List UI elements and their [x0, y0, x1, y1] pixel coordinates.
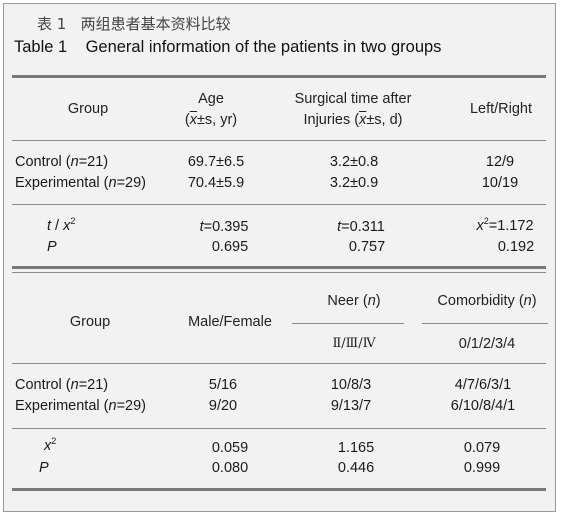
t2-p-label: P: [39, 460, 49, 476]
t1-stat-surg: t=0.311: [337, 220, 385, 235]
row-count: =21): [78, 154, 109, 170]
t1-header-surg-line2: Injuries (x±s, d): [303, 113, 402, 128]
superscript: 2: [70, 216, 76, 226]
t2-stat-neer: 1.165: [337, 440, 375, 456]
chi-symbol: x: [44, 437, 52, 454]
table-card: 表 1 两组患者基本资料比较 Table 1 General informati…: [3, 3, 556, 512]
t2-header-neer: Neer (n): [327, 294, 380, 309]
t1-stat-label-t-chi: t / x2: [47, 216, 76, 234]
t2-header-neer-sub: Ⅱ/Ⅲ/Ⅳ: [332, 336, 376, 351]
t1-row-control-lr: 12/9: [485, 154, 515, 170]
t1-header-group: Group: [67, 101, 109, 117]
t2-header-group: Group: [69, 314, 111, 330]
row-name: Control (: [15, 154, 71, 170]
chi-symbol: x: [63, 217, 71, 234]
row-name: Experimental (: [15, 398, 109, 414]
comorbidity-subrule: [422, 323, 548, 324]
n-symbol: n: [108, 398, 117, 414]
t1-p-age: 0.695: [211, 239, 249, 255]
slash: /: [51, 217, 64, 234]
stat-value: =1.172: [488, 217, 534, 234]
stat-value: =0.395: [203, 219, 249, 235]
title-en-text: General information of the patients in t…: [85, 38, 442, 56]
neer-label: Neer (: [327, 293, 368, 309]
t1-stat-lr: x2=1.172: [476, 216, 534, 234]
t2-stats-rule: [12, 428, 546, 429]
xbar-symbol: x: [359, 112, 367, 128]
stat-value: =0.311: [341, 219, 385, 235]
t2-row-experimental-label: Experimental (n=29): [15, 399, 146, 414]
top-rule: [12, 75, 546, 78]
t2-header-comorbidity: Comorbidity (n): [437, 294, 536, 309]
comorb-label: Comorbidity (: [437, 293, 524, 309]
t1-row-control-surg: 3.2±0.8: [329, 154, 379, 170]
table-title-en: Table 1 General information of the patie…: [14, 39, 441, 56]
row-count: =29): [116, 398, 146, 414]
t1-row-experimental-lr: 10/19: [481, 175, 519, 191]
t1-header-surg-line1: Surgical time after: [294, 91, 412, 107]
t1-header-age-line2: (x±s, yr): [184, 112, 238, 128]
t1-header-left-right: Left/Right: [469, 101, 533, 117]
t1-row-control-age: 69.7±6.5: [187, 154, 245, 170]
paren-close: ): [531, 293, 537, 309]
t2-row-control-label: Control (n=21): [15, 378, 108, 393]
t1-header-surg-rest: ±s, d): [366, 112, 403, 128]
row-name: Control (: [15, 377, 71, 393]
t1-row-control-label: Control (n=21): [15, 155, 108, 170]
t2-row-control-sex: 5/16: [208, 377, 238, 393]
middle-rule-top: [12, 266, 546, 269]
t1-row-experimental-surg: 3.2±0.9: [329, 175, 379, 191]
neer-subrule: [292, 323, 404, 324]
n-symbol: n: [523, 293, 532, 309]
row-count: =29): [116, 175, 146, 191]
t2-header-comorbidity-sub: 0/1/2/3/4: [458, 336, 516, 352]
title-en-label: Table 1: [14, 38, 68, 56]
t1-stats-rule: [12, 204, 546, 205]
t1-header-rule: [12, 140, 546, 141]
t1-row-experimental-label: Experimental (n=29): [15, 176, 146, 191]
title-zh-label: 表 1: [37, 15, 67, 33]
t2-row-experimental-sex: 9/20: [208, 398, 238, 414]
t2-stat-sex: 0.059: [211, 440, 249, 456]
t2-header-rule: [12, 363, 546, 364]
row-name: Experimental (: [15, 175, 109, 191]
t-symbol: t: [47, 217, 52, 234]
n-symbol: n: [108, 175, 117, 191]
t2-p-sex: 0.080: [211, 460, 249, 476]
chi-symbol: x: [476, 217, 484, 234]
t-symbol: t: [337, 219, 342, 235]
t1-header-surg-line2a: Injuries (: [303, 112, 360, 128]
t1-header-age-line1: Age: [198, 91, 224, 107]
t2-row-control-neer: 10/8/3: [330, 377, 372, 393]
middle-rule-bottom: [12, 272, 546, 273]
t2-p-comorbidity: 0.999: [463, 460, 501, 476]
t1-p-lr: 0.192: [497, 239, 535, 255]
t2-p-neer: 0.446: [337, 460, 375, 476]
t-symbol: t: [199, 219, 204, 235]
t2-stat-comorbidity: 0.079: [463, 440, 501, 456]
paren-close: ): [375, 293, 381, 309]
n-symbol: n: [367, 293, 376, 309]
table-title-zh: 表 1 两组患者基本资料比较: [37, 17, 231, 32]
title-zh-text: 两组患者基本资料比较: [80, 15, 231, 33]
bottom-rule: [12, 488, 546, 491]
t1-row-experimental-age: 70.4±5.9: [187, 175, 245, 191]
t2-header-sex: Male/Female: [188, 314, 272, 330]
t1-p-surg: 0.757: [348, 239, 386, 255]
t2-row-experimental-comorbidity: 6/10/8/4/1: [450, 398, 516, 414]
t2-stat-label-chi: x2: [44, 436, 57, 454]
n-symbol: n: [70, 154, 79, 170]
n-symbol: n: [70, 377, 79, 393]
superscript: 2: [51, 436, 57, 446]
t2-row-experimental-neer: 9/13/7: [330, 398, 372, 414]
row-count: =21): [78, 377, 109, 393]
xbar-symbol: x: [189, 112, 197, 128]
t1-p-label: P: [47, 239, 57, 255]
t1-header-age-rest: ±s, yr): [196, 112, 238, 128]
superscript: 2: [483, 216, 489, 226]
t1-stat-age: t=0.395: [200, 220, 249, 235]
t2-row-control-comorbidity: 4/7/6/3/1: [454, 377, 512, 393]
